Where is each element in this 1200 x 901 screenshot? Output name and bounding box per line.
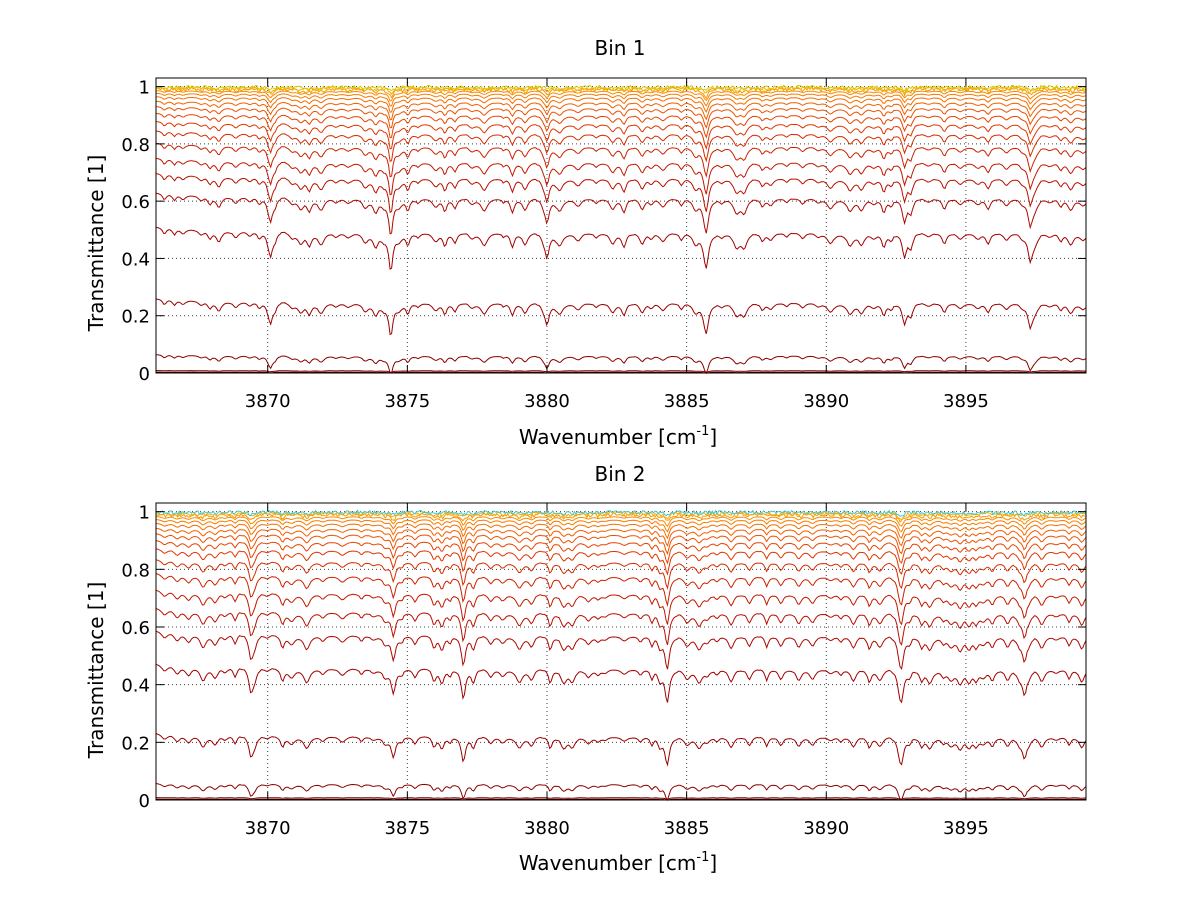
series-line bbox=[155, 92, 1087, 107]
plot-frame bbox=[155, 502, 1087, 801]
y-tick-label: 0 bbox=[139, 364, 150, 385]
series-line bbox=[155, 573, 1087, 607]
y-tick-label: 0 bbox=[139, 791, 150, 812]
y-tick-label: 0.8 bbox=[121, 135, 150, 156]
series-line bbox=[155, 192, 1087, 235]
x-axis-label: Wavenumber [cm-1] bbox=[519, 424, 717, 449]
series-line bbox=[155, 121, 1087, 150]
series-line bbox=[155, 608, 1087, 646]
series-line bbox=[155, 533, 1087, 555]
x-tick-label: 3880 bbox=[524, 391, 570, 412]
series-line bbox=[155, 548, 1087, 576]
x-axis-ticks: 3870 3875 3880 3885 3890 3895 bbox=[245, 78, 989, 412]
y-axis-label: Transmittance [1] bbox=[84, 582, 108, 760]
series-line bbox=[155, 100, 1087, 121]
y-axis-ticks: 0 0.2 0.4 0.6 0.8 1 bbox=[121, 78, 1086, 385]
series-line bbox=[155, 130, 1087, 163]
y-tick-label: 0.6 bbox=[121, 618, 150, 639]
y-axis-ticks: 0 0.2 0.4 0.6 0.8 1 bbox=[121, 503, 1086, 812]
chart-title: Bin 2 bbox=[594, 462, 645, 486]
y-tick-label: 0.4 bbox=[121, 249, 150, 270]
series-line bbox=[155, 173, 1087, 214]
grid-lines bbox=[156, 78, 1086, 373]
series-line bbox=[156, 90, 1087, 102]
x-tick-label: 3870 bbox=[245, 391, 291, 412]
series-line bbox=[155, 733, 1087, 767]
series-line bbox=[155, 540, 1087, 565]
series-line bbox=[155, 370, 1087, 373]
series-line bbox=[155, 519, 1087, 533]
series-line bbox=[155, 298, 1087, 336]
series-line bbox=[155, 630, 1087, 671]
series-line bbox=[155, 85, 1087, 96]
series-line bbox=[155, 559, 1087, 590]
x-tick-label: 3880 bbox=[524, 818, 570, 839]
x-tick-label: 3890 bbox=[803, 818, 849, 839]
x-tick-label: 3870 bbox=[245, 818, 291, 839]
x-tick-label: 3875 bbox=[384, 818, 430, 839]
series-line bbox=[155, 510, 1087, 521]
series-line bbox=[155, 157, 1087, 196]
x-tick-label: 3890 bbox=[803, 391, 849, 412]
series-line bbox=[155, 512, 1087, 523]
series-line bbox=[155, 516, 1087, 528]
x-tick-label: 3895 bbox=[943, 391, 989, 412]
x-tick-label: 3885 bbox=[664, 818, 710, 839]
series-line bbox=[155, 354, 1087, 375]
series-line bbox=[156, 797, 1087, 800]
series-line bbox=[155, 527, 1087, 547]
series-line bbox=[155, 522, 1087, 540]
series-line bbox=[155, 663, 1087, 704]
series-line bbox=[155, 96, 1087, 113]
x-axis-ticks: 3870 3875 3880 3885 3890 3895 bbox=[245, 503, 989, 839]
series-traces bbox=[155, 84, 1087, 375]
plot-frame bbox=[155, 77, 1087, 374]
y-tick-label: 0.2 bbox=[121, 307, 150, 328]
series-line bbox=[155, 106, 1087, 129]
x-axis-label: Wavenumber [cm-1] bbox=[519, 850, 717, 875]
y-tick-label: 1 bbox=[139, 503, 150, 524]
series-traces bbox=[155, 509, 1087, 802]
x-tick-label: 3895 bbox=[943, 818, 989, 839]
series-line bbox=[155, 783, 1087, 802]
y-tick-label: 0.4 bbox=[121, 676, 150, 697]
y-tick-label: 0.8 bbox=[121, 560, 150, 581]
series-line bbox=[155, 509, 1087, 517]
y-tick-label: 1 bbox=[139, 78, 150, 99]
chart-title: Bin 1 bbox=[594, 36, 645, 60]
x-tick-label: 3875 bbox=[384, 391, 430, 412]
y-tick-label: 0.2 bbox=[121, 733, 150, 754]
chart-bin-1: Bin 1 3870 3875 3880 3885 3890 3895 0 0.2 0.4 0.… bbox=[84, 36, 1087, 449]
y-tick-label: 0.6 bbox=[121, 192, 150, 213]
chart-bin-2: Bin 2 3870 3875 3880 3885 3890 3895 0 0.2 0.4 0.… bbox=[84, 462, 1087, 875]
series-line bbox=[155, 226, 1087, 270]
series-line bbox=[155, 142, 1087, 179]
x-tick-label: 3885 bbox=[664, 391, 710, 412]
y-axis-label: Transmittance [1] bbox=[84, 155, 108, 333]
series-line bbox=[155, 84, 1087, 92]
series-line bbox=[155, 112, 1087, 139]
series-line bbox=[155, 589, 1087, 626]
